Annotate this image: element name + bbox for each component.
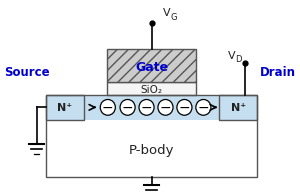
Circle shape (100, 99, 115, 115)
Text: −: − (198, 101, 209, 115)
Text: Gate: Gate (135, 61, 168, 74)
Circle shape (139, 99, 154, 115)
Text: −: − (102, 101, 114, 115)
Text: P-body: P-body (129, 144, 174, 157)
Text: SiO₂: SiO₂ (141, 85, 163, 95)
Bar (220, 95, 257, 120)
Text: −: − (122, 101, 134, 115)
Bar (46, 95, 257, 177)
Circle shape (120, 99, 135, 115)
Bar (46, 95, 257, 120)
Circle shape (196, 99, 211, 115)
Text: −: − (141, 101, 152, 115)
Bar (107, 82, 196, 95)
Text: V: V (163, 8, 171, 18)
Text: Drain: Drain (260, 66, 296, 79)
Bar (46, 95, 84, 120)
Circle shape (177, 99, 192, 115)
Bar (107, 49, 196, 82)
Text: Source: Source (4, 66, 50, 79)
Text: N⁺: N⁺ (57, 103, 73, 113)
Text: −: − (178, 101, 190, 115)
Bar (46, 120, 257, 177)
Text: D: D (236, 55, 242, 64)
Circle shape (158, 99, 173, 115)
Text: V: V (228, 51, 236, 61)
Text: G: G (170, 13, 177, 22)
Text: −: − (160, 101, 171, 115)
Text: N⁺: N⁺ (231, 103, 246, 113)
